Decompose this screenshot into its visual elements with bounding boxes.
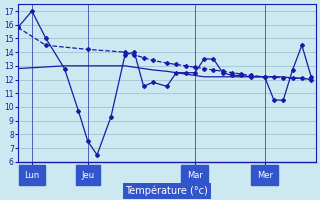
X-axis label: Température (°c): Température (°c) xyxy=(125,185,208,196)
